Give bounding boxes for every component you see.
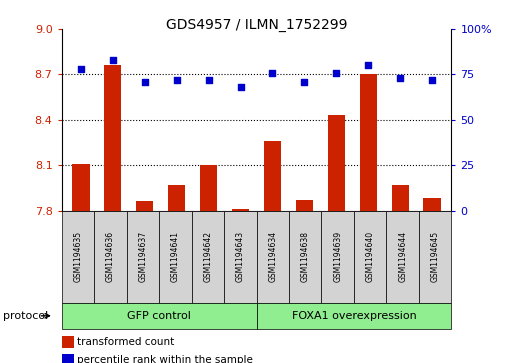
Point xyxy=(428,77,437,83)
Bar xyxy=(104,65,122,211)
Text: GSM1194641: GSM1194641 xyxy=(171,231,180,282)
Point xyxy=(109,57,117,63)
Point xyxy=(268,70,277,76)
Bar xyxy=(72,164,90,211)
Point xyxy=(205,77,213,83)
Point xyxy=(364,62,372,68)
Text: GSM1194635: GSM1194635 xyxy=(73,231,82,282)
Point xyxy=(172,77,181,83)
Bar xyxy=(360,74,377,211)
Text: GSM1194639: GSM1194639 xyxy=(333,231,342,282)
Text: GSM1194644: GSM1194644 xyxy=(398,231,407,282)
Text: GSM1194640: GSM1194640 xyxy=(366,231,374,282)
Text: GSM1194638: GSM1194638 xyxy=(301,231,310,282)
Text: percentile rank within the sample: percentile rank within the sample xyxy=(77,355,253,363)
Bar xyxy=(328,115,345,211)
Point xyxy=(236,84,245,90)
Bar xyxy=(136,201,153,211)
Text: GDS4957 / ILMN_1752299: GDS4957 / ILMN_1752299 xyxy=(166,18,347,32)
Bar xyxy=(232,209,249,211)
Text: GSM1194643: GSM1194643 xyxy=(236,231,245,282)
Text: transformed count: transformed count xyxy=(77,337,174,347)
Point xyxy=(141,79,149,85)
Bar xyxy=(295,200,313,211)
Text: protocol: protocol xyxy=(3,311,48,321)
Bar xyxy=(391,185,409,211)
Bar xyxy=(264,141,281,211)
Point xyxy=(300,79,308,85)
Bar xyxy=(200,165,218,211)
Point xyxy=(76,66,85,72)
Point xyxy=(396,75,404,81)
Text: GFP control: GFP control xyxy=(127,311,191,321)
Text: GSM1194637: GSM1194637 xyxy=(139,231,147,282)
Bar xyxy=(168,185,185,211)
Text: GSM1194636: GSM1194636 xyxy=(106,231,115,282)
Text: GSM1194634: GSM1194634 xyxy=(268,231,277,282)
Text: GSM1194642: GSM1194642 xyxy=(203,231,212,282)
Point xyxy=(332,70,341,76)
Bar xyxy=(423,199,441,211)
Text: FOXA1 overexpression: FOXA1 overexpression xyxy=(291,311,417,321)
Text: GSM1194645: GSM1194645 xyxy=(431,231,440,282)
